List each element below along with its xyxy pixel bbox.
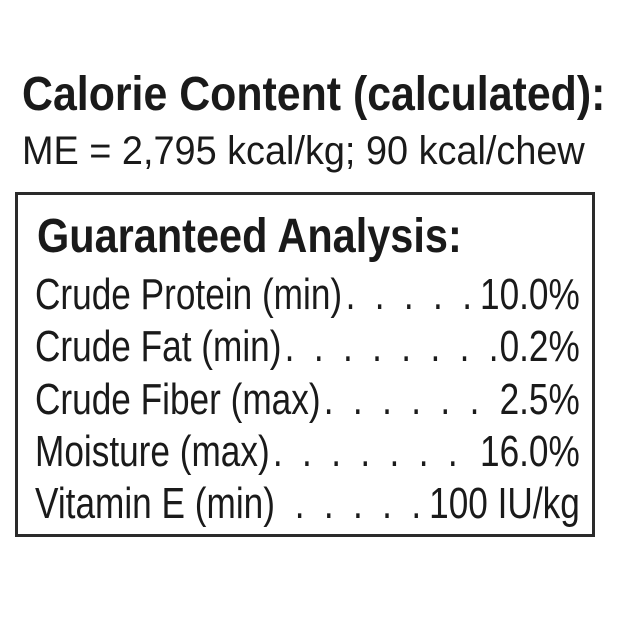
row-label: Crude Fiber (max) (35, 374, 321, 424)
row-value: 100 IU/kg (429, 479, 580, 529)
row-leader: . . . . . . . . (272, 429, 480, 476)
guaranteed-analysis-box (15, 192, 595, 537)
guaranteed-analysis-heading: Guaranteed Analysis: (37, 210, 462, 263)
calorie-content-heading: Calorie Content (calculated): (22, 68, 606, 121)
analysis-row-crude-protein: Crude Protein (min) . . . . . 10.0% (35, 270, 580, 325)
analysis-row-crude-fat: Crude Fat (min) . . . . . . . . . . 0.2% (35, 325, 580, 377)
row-label: Crude Fat (min) (35, 322, 282, 372)
row-leader: . . . . . . . . (323, 377, 500, 424)
row-leader: . . . . . (294, 482, 426, 529)
row-value: 16.0% (479, 426, 580, 476)
analysis-row-moisture: Moisture (max) . . . . . . . . 16.0% (35, 426, 580, 482)
row-value: 2.5% (499, 374, 580, 424)
row-label: Vitamin E (min) (35, 479, 275, 529)
analysis-row-crude-fiber: Crude Fiber (max) . . . . . . . . 2.5% (35, 374, 580, 430)
calorie-content-value: ME = 2,795 kcal/kg; 90 kcal/chew (22, 129, 585, 173)
row-value: 10.0% (479, 270, 580, 319)
analysis-row-vitamin-e: Vitamin E (min) . . . . . 100 IU/kg (35, 482, 580, 534)
row-value: 0.2% (499, 322, 580, 372)
row-label: Crude Protein (min) (35, 270, 343, 319)
row-leader: . . . . . . . . . . (284, 325, 500, 372)
row-label: Moisture (max) (35, 426, 270, 476)
row-leader: . . . . . (345, 273, 477, 319)
analysis-table: Crude Protein (min) . . . . . 10.0% Crud… (35, 270, 580, 534)
